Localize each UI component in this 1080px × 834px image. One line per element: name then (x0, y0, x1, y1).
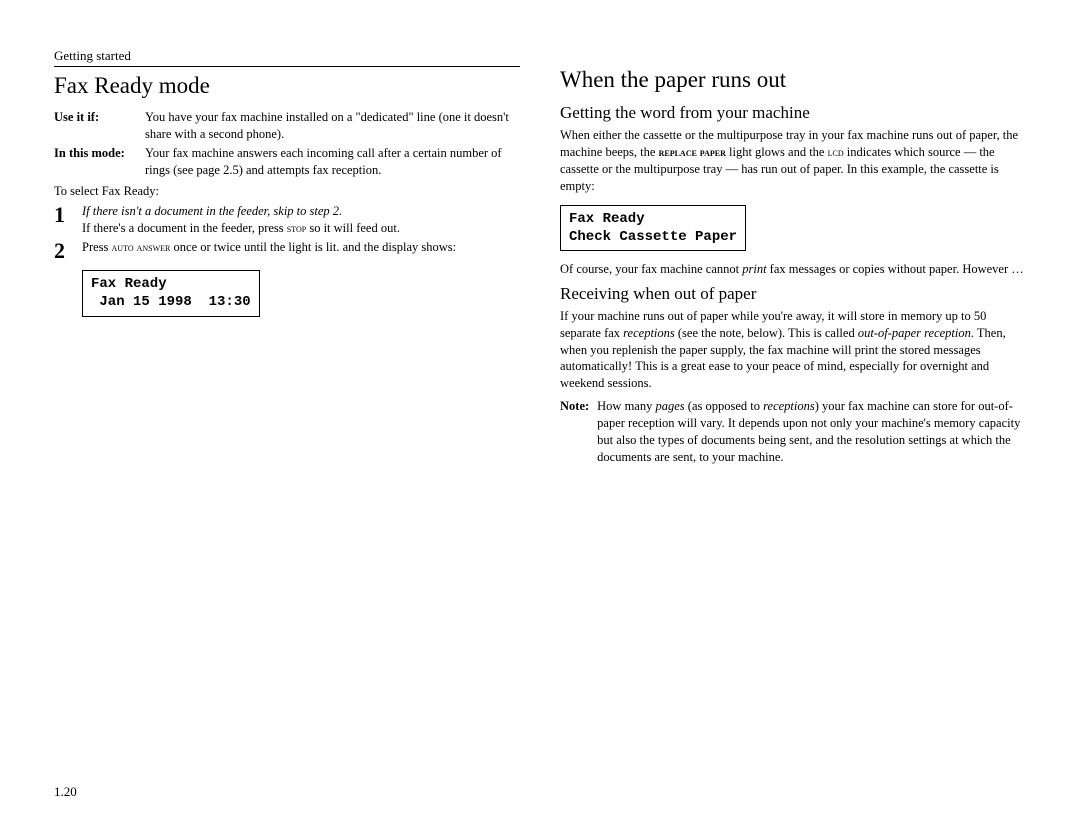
left-column: Getting started Fax Ready mode Use it if… (54, 48, 520, 834)
lcd-display-right: Fax Ready Check Cassette Paper (560, 205, 746, 251)
breadcrumb: Getting started (54, 48, 520, 67)
def-body: Your fax machine answers each incoming c… (145, 145, 520, 179)
definition-use-it-if: Use it if: You have your fax machine ins… (54, 109, 520, 143)
step-1: 1 If there isn't a document in the feede… (54, 203, 520, 237)
nb: (as opposed to (685, 399, 763, 413)
para-cannot-print: Of course, your fax machine cannot print… (560, 261, 1026, 278)
step-body: If there isn't a document in the feeder,… (82, 203, 520, 237)
p3i1: receptions (623, 326, 675, 340)
lcd-label: lcd (828, 145, 844, 159)
step2-b: once or twice until the light is lit. an… (170, 240, 456, 254)
step-2: 2 Press auto answer once or twice until … (54, 239, 520, 262)
ni2: receptions (763, 399, 815, 413)
note-label: Note: (560, 398, 597, 466)
replace-paper-label: replace paper (659, 145, 726, 159)
definition-in-this-mode: In this mode: Your fax machine answers e… (54, 145, 520, 179)
def-label: Use it if: (54, 109, 145, 143)
p3i2: out-of-paper reception (858, 326, 971, 340)
subhead-getting-word: Getting the word from your machine (560, 103, 1026, 123)
ni1: pages (655, 399, 684, 413)
note-body: How many pages (as opposed to receptions… (597, 398, 1026, 466)
note: Note: How many pages (as opposed to rece… (560, 398, 1026, 466)
subhead-receiving: Receiving when out of paper (560, 284, 1026, 304)
p2b: fax messages or copies without paper. Ho… (767, 262, 1024, 276)
stop-key: stop (287, 221, 306, 235)
step-body: Press auto answer once or twice until th… (82, 239, 520, 262)
auto-answer-key: auto answer (112, 240, 171, 254)
lcd-display-left: Fax Ready Jan 15 1998 13:30 (82, 270, 260, 316)
na: How many (597, 399, 655, 413)
page-number: 1.20 (54, 784, 77, 800)
select-text: To select Fax Ready: (54, 183, 520, 200)
p1b: light glows and the (726, 145, 828, 159)
manual-page: Getting started Fax Ready mode Use it if… (0, 0, 1080, 834)
p3b: (see the note, below). This is called (675, 326, 858, 340)
right-title: When the paper runs out (560, 67, 1026, 93)
def-body: You have your fax machine installed on a… (145, 109, 520, 143)
step2-a: Press (82, 240, 112, 254)
para-receiving: If your machine runs out of paper while … (560, 308, 1026, 392)
step-number: 1 (54, 203, 82, 237)
step1-line2a: If there's a document in the feeder, pre… (82, 221, 287, 235)
p2i: print (742, 262, 766, 276)
step1-line2b: so it will feed out. (306, 221, 400, 235)
right-column: When the paper runs out Getting the word… (560, 48, 1026, 834)
step1-italic: If there isn't a document in the feeder,… (82, 204, 342, 218)
def-label: In this mode: (54, 145, 145, 179)
left-title: Fax Ready mode (54, 73, 520, 99)
para-runs-out: When either the cassette or the multipur… (560, 127, 1026, 195)
p2a: Of course, your fax machine cannot (560, 262, 742, 276)
step-number: 2 (54, 239, 82, 262)
